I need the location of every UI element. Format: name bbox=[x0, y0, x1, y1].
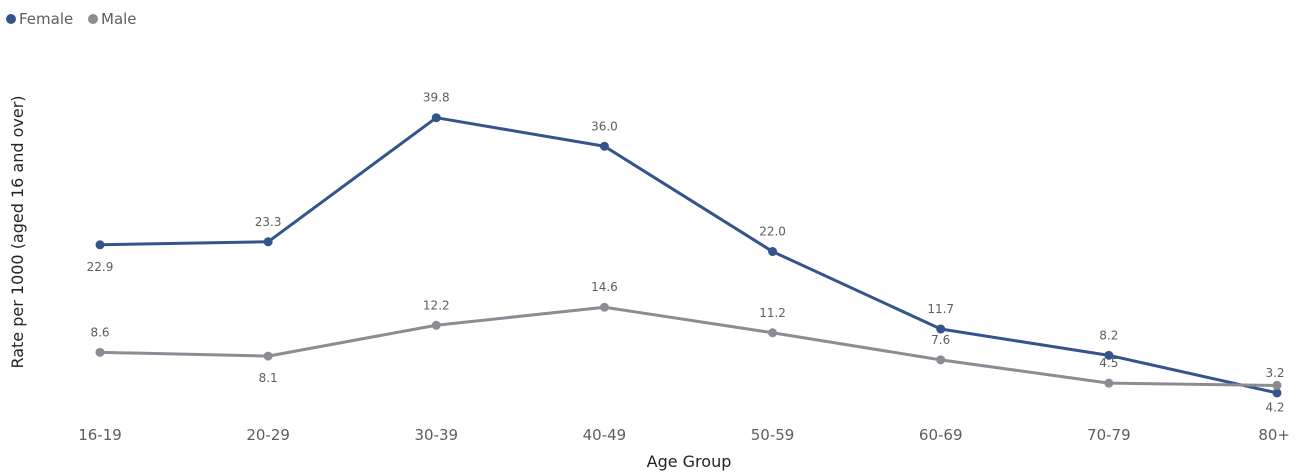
data-label: 8.2 bbox=[1099, 328, 1118, 342]
x-tick-label: 20-29 bbox=[246, 426, 290, 444]
x-tick-label: 80+ bbox=[1258, 426, 1290, 444]
data-label: 8.1 bbox=[259, 371, 278, 385]
data-point[interactable] bbox=[599, 302, 609, 312]
legend-item-male[interactable]: Male bbox=[88, 10, 137, 28]
series-layer: 22.9 23.3 39.8 36.0 22.0 11.7 8.2 3.2 8.6 8.1 12.2… bbox=[87, 91, 1285, 415]
legend: Female Male bbox=[6, 10, 137, 28]
data-label: 4.2 bbox=[1265, 400, 1284, 414]
data-point[interactable] bbox=[1104, 378, 1114, 388]
data-label: 36.0 bbox=[591, 119, 618, 133]
data-point[interactable] bbox=[263, 237, 273, 247]
data-label: 3.2 bbox=[1265, 366, 1284, 380]
series-male: 8.6 8.1 12.2 14.6 11.2 7.6 4.5 4.2 bbox=[90, 280, 1284, 414]
data-label: 39.8 bbox=[423, 91, 450, 105]
data-label: 22.9 bbox=[87, 260, 114, 274]
data-point[interactable] bbox=[263, 351, 273, 361]
x-tick-label: 16-19 bbox=[78, 426, 122, 444]
data-point[interactable] bbox=[768, 247, 778, 257]
data-label: 14.6 bbox=[591, 280, 618, 294]
data-label: 23.3 bbox=[255, 215, 282, 229]
x-tick-label: 60-69 bbox=[919, 426, 963, 444]
series-line-male bbox=[98, 305, 1279, 387]
series-female: 22.9 23.3 39.8 36.0 22.0 11.7 8.2 3.2 bbox=[87, 91, 1285, 398]
series-line-female bbox=[98, 116, 1279, 395]
data-point[interactable] bbox=[936, 324, 946, 334]
legend-label-male: Male bbox=[101, 10, 137, 28]
x-tick-label: 50-59 bbox=[751, 426, 795, 444]
data-point[interactable] bbox=[936, 355, 946, 365]
data-label: 11.7 bbox=[927, 302, 954, 316]
data-label: 22.0 bbox=[759, 225, 786, 239]
data-point[interactable] bbox=[95, 240, 105, 250]
x-axis-title: Age Group bbox=[647, 452, 732, 471]
x-tick-label: 30-39 bbox=[414, 426, 458, 444]
data-point[interactable] bbox=[1104, 350, 1114, 360]
legend-marker-female bbox=[6, 14, 16, 24]
x-tick-label: 40-49 bbox=[583, 426, 627, 444]
legend-label-female: Female bbox=[19, 10, 73, 28]
legend-marker-male bbox=[88, 14, 98, 24]
data-point[interactable] bbox=[599, 141, 609, 151]
data-label: 4.5 bbox=[1099, 356, 1118, 370]
data-point[interactable] bbox=[768, 328, 778, 338]
data-label: 8.6 bbox=[90, 325, 109, 339]
y-axis-title: Rate per 1000 (aged 16 and over) bbox=[8, 95, 27, 368]
data-label: 7.6 bbox=[931, 333, 950, 347]
data-point[interactable] bbox=[1272, 380, 1282, 390]
data-point[interactable] bbox=[95, 347, 105, 357]
data-point[interactable] bbox=[1272, 388, 1282, 398]
data-point[interactable] bbox=[431, 113, 441, 123]
data-label: 11.2 bbox=[759, 306, 786, 320]
x-tick-label: 70-79 bbox=[1087, 426, 1131, 444]
x-axis-ticks: 16-19 20-29 30-39 40-49 50-59 60-69 70-79 80+ bbox=[78, 426, 1290, 444]
data-point[interactable] bbox=[431, 320, 441, 330]
data-label: 12.2 bbox=[423, 298, 450, 312]
legend-item-female[interactable]: Female bbox=[6, 10, 73, 28]
